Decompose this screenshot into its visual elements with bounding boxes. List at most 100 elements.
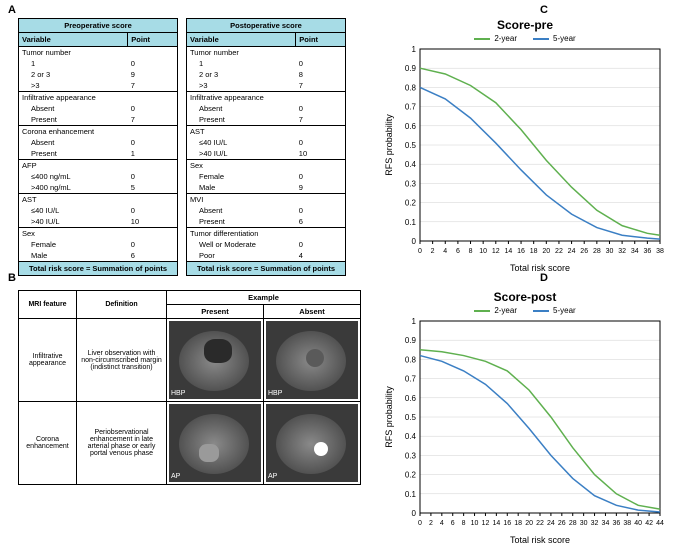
ytick: 0.3	[405, 451, 417, 460]
legend: 2-year5-year	[380, 34, 670, 43]
mri-img-absent: AP	[264, 402, 361, 485]
pt-cell	[128, 47, 178, 59]
table-row: 2 or 38	[187, 69, 346, 80]
var-cell: Present	[19, 148, 128, 160]
var-cell: 2 or 3	[187, 69, 296, 80]
xtick: 16	[517, 248, 525, 255]
var-cell: >40 IU/L	[187, 148, 296, 160]
xlabel: Total risk score	[510, 535, 570, 545]
table-row: 10	[19, 58, 178, 69]
var-cell: Absent	[187, 103, 296, 114]
pt-cell: 7	[296, 80, 346, 92]
table-row: Present6	[187, 216, 346, 228]
pt-cell: 6	[128, 250, 178, 262]
ytick: 0.5	[405, 141, 417, 150]
var-cell: AST	[19, 194, 128, 206]
xtick: 26	[580, 248, 588, 255]
xtick: 34	[631, 248, 639, 255]
xtick: 18	[530, 248, 538, 255]
chart-c: Score-pre2-year5-year00.10.20.30.40.50.6…	[380, 18, 670, 248]
pt-cell: 4	[296, 250, 346, 262]
pt-cell: 7	[296, 114, 346, 126]
ylabel: RFS probability	[384, 386, 394, 448]
preop-table: Preoperative scoreVariablePointTumor num…	[18, 18, 178, 276]
var-cell: 1	[187, 58, 296, 69]
xtick: 0	[418, 248, 422, 255]
mri-image: AP	[266, 404, 358, 482]
ytick: 0.3	[405, 179, 417, 188]
mri-img-absent: HBP	[264, 319, 361, 402]
pt-cell: 0	[296, 103, 346, 114]
pt-cell	[296, 160, 346, 172]
pt-cell	[128, 92, 178, 104]
ytick: 0.6	[405, 394, 417, 403]
ytick: 1	[412, 317, 417, 326]
var-cell: Infiltrative appearance	[19, 92, 128, 104]
table-row: Tumor number	[19, 47, 178, 59]
postop-table: Postoperative scoreVariablePointTumor nu…	[186, 18, 346, 276]
mri-row: Corona enhancementPeriobservational enha…	[19, 402, 361, 485]
var-cell: Female	[187, 171, 296, 182]
var-cell: ≤40 IU/L	[187, 137, 296, 148]
ytick: 0.8	[405, 83, 417, 92]
table-row: >37	[187, 80, 346, 92]
col-example: Example	[167, 291, 361, 305]
var-cell: Male	[19, 250, 128, 262]
var-cell: Sex	[187, 160, 296, 172]
table-row: Male6	[19, 250, 178, 262]
pt-cell: 1	[128, 148, 178, 160]
mri-table: MRI featureDefinitionExamplePresentAbsen…	[18, 290, 361, 485]
table-row: Absent0	[19, 137, 178, 148]
mri-img-present: AP	[167, 402, 264, 485]
series-2yr	[420, 68, 660, 235]
pt-cell	[128, 160, 178, 172]
table-footer: Total risk score = Summation of points	[19, 262, 178, 276]
var-cell: Absent	[187, 205, 296, 216]
table-row: Absent0	[19, 103, 178, 114]
var-cell: Female	[19, 239, 128, 250]
panel-label-c: C	[540, 4, 548, 16]
phase-label: HBP	[171, 390, 185, 397]
table-title: Preoperative score	[19, 19, 178, 33]
ytick: 0.4	[405, 160, 417, 169]
xtick: 6	[456, 248, 460, 255]
table-row: >400 ng/mL5	[19, 182, 178, 194]
table-row: Tumor differentiation	[187, 228, 346, 240]
table-row: MVI	[187, 194, 346, 206]
legend-item: 2-year	[474, 306, 517, 315]
pt-cell: 0	[128, 171, 178, 182]
panel-label-a: A	[8, 4, 16, 16]
chart-title: Score-post	[380, 290, 670, 304]
var-cell: ≤400 ng/mL	[19, 171, 128, 182]
pt-cell: 10	[296, 148, 346, 160]
var-cell: AST	[187, 126, 296, 138]
ytick: 0.2	[405, 471, 417, 480]
mri-feature: Corona enhancement	[19, 402, 77, 485]
pt-cell	[128, 228, 178, 240]
var-cell: Infiltrative appearance	[187, 92, 296, 104]
xtick: 14	[505, 248, 513, 255]
pt-cell: 6	[296, 216, 346, 228]
col-absent: Absent	[264, 305, 361, 319]
xtick: 24	[568, 248, 576, 255]
table-row: >40 IU/L10	[19, 216, 178, 228]
xtick: 28	[593, 248, 601, 255]
pt-cell: 7	[128, 80, 178, 92]
pt-cell: 9	[296, 182, 346, 194]
pt-cell: 7	[128, 114, 178, 126]
pt-cell: 0	[128, 205, 178, 216]
col-pt: Point	[128, 33, 178, 47]
pt-cell	[296, 47, 346, 59]
var-cell: Absent	[19, 103, 128, 114]
pt-cell: 0	[128, 103, 178, 114]
mri-def: Liver observation with non-circumscribed…	[77, 319, 167, 402]
phase-label: AP	[171, 473, 180, 480]
ytick: 1	[412, 45, 417, 54]
ytick: 0.2	[405, 199, 417, 208]
ytick: 0.8	[405, 355, 417, 364]
var-cell: Tumor number	[187, 47, 296, 59]
col-def: Definition	[77, 291, 167, 319]
mri-image: AP	[169, 404, 261, 482]
pt-cell: 0	[128, 137, 178, 148]
pt-cell	[296, 194, 346, 206]
